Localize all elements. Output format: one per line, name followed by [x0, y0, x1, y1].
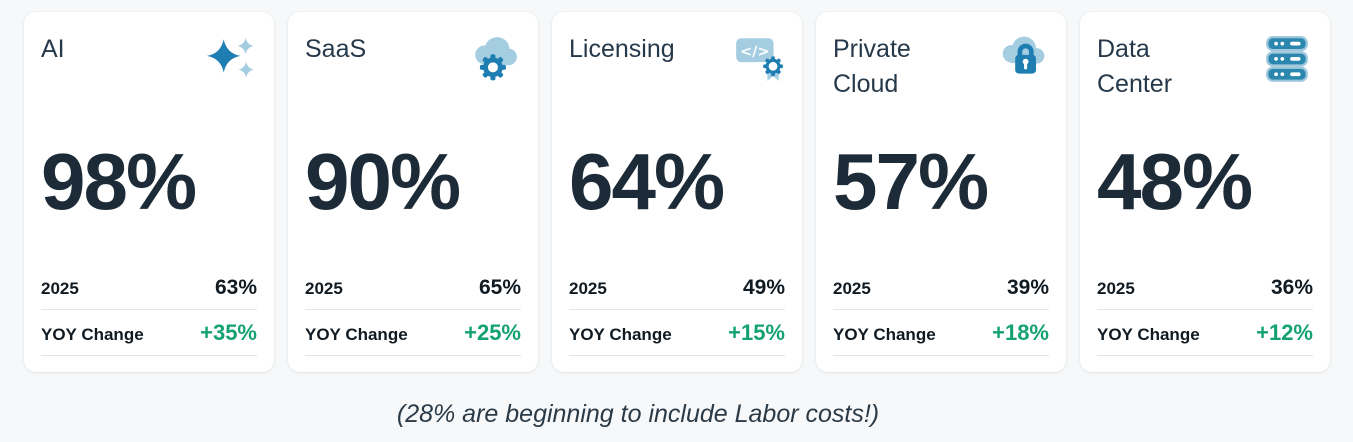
cloud-lock-icon [997, 34, 1049, 84]
yoy-label: YOY Change [833, 325, 936, 344]
headline-percentage: 98% [41, 137, 197, 226]
stat-row-year: 2025 36% [1097, 266, 1313, 310]
stat-row-year: 2025 39% [833, 266, 1049, 310]
year-label: 2025 [569, 279, 607, 298]
yoy-label: YOY Change [305, 325, 408, 344]
year-value: 63% [214, 276, 257, 299]
yoy-label: YOY Change [41, 325, 144, 344]
headline-percentage: 90% [305, 137, 461, 226]
card-header: Licensing </> [569, 32, 785, 120]
yoy-label: YOY Change [1097, 325, 1200, 344]
stat-row-yoy: YOY Change +15% [569, 310, 785, 356]
stat-row-year: 2025 63% [41, 266, 257, 310]
kpi-card-data-center: Data Center [1080, 12, 1330, 372]
headline-percentage: 57% [833, 137, 989, 226]
svg-text:</>: </> [740, 43, 770, 60]
kpi-card-saas: SaaS [288, 12, 538, 372]
card-header: AI [41, 32, 257, 120]
stat-row-year: 2025 65% [305, 266, 521, 310]
footnote-caption: (28% are beginning to include Labor cost… [396, 400, 880, 428]
headline-percentage: 64% [569, 137, 725, 226]
yoy-value: +35% [200, 320, 257, 345]
card-header: Private Cloud [833, 32, 1049, 120]
sparkles-icon [205, 34, 257, 84]
stats: 2025 36% YOY Change +12% [1097, 266, 1313, 356]
year-value: 65% [478, 276, 521, 299]
stats: 2025 63% YOY Change +35% [41, 266, 257, 356]
card-header: SaaS [305, 32, 521, 120]
code-license-icon: </> [733, 34, 785, 84]
year-value: 49% [742, 276, 785, 299]
year-value: 39% [1006, 276, 1049, 299]
stats: 2025 39% YOY Change +18% [833, 266, 1049, 356]
stats: 2025 49% YOY Change +15% [569, 266, 785, 356]
yoy-value: +15% [728, 320, 785, 345]
yoy-value: +12% [1256, 320, 1313, 345]
year-value: 36% [1270, 276, 1313, 299]
server-rack-icon [1261, 34, 1313, 84]
stat-row-yoy: YOY Change +35% [41, 310, 257, 356]
kpi-card-private-cloud: Private Cloud 57% 202 [816, 12, 1066, 372]
card-header: Data Center [1097, 32, 1313, 120]
stat-row-yoy: YOY Change +25% [305, 310, 521, 356]
kpi-card-ai: AI 98% 2025 63% YOY Change +35% [24, 12, 274, 372]
year-label: 2025 [833, 279, 871, 298]
kpi-card-licensing: Licensing </> 64% [552, 12, 802, 372]
kpi-card-row: AI 98% 2025 63% YOY Change +35% Saa [24, 12, 1330, 372]
year-label: 2025 [1097, 279, 1135, 298]
cloud-gear-icon [469, 34, 521, 84]
stat-row-yoy: YOY Change +12% [1097, 310, 1313, 356]
card-title: Data Center [1097, 35, 1173, 98]
yoy-label: YOY Change [569, 325, 672, 344]
stat-row-yoy: YOY Change +18% [833, 310, 1049, 356]
stats: 2025 65% YOY Change +25% [305, 266, 521, 356]
stat-row-year: 2025 49% [569, 266, 785, 310]
headline-percentage: 48% [1097, 137, 1253, 226]
card-title: Licensing [569, 35, 675, 63]
yoy-value: +25% [464, 320, 521, 345]
year-label: 2025 [305, 279, 343, 298]
card-title: AI [41, 35, 65, 63]
yoy-value: +18% [992, 320, 1049, 345]
card-title: SaaS [305, 35, 367, 63]
card-title: Private Cloud [833, 35, 911, 98]
year-label: 2025 [41, 279, 79, 298]
